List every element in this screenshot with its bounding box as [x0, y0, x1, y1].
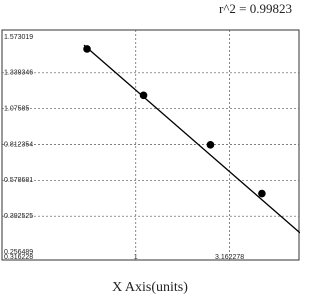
fit-line — [83, 44, 300, 234]
data-point — [206, 141, 215, 149]
data-point — [258, 189, 266, 198]
data-point — [83, 45, 91, 53]
r-squared: r^2 = 0.99823 — [219, 1, 292, 16]
plot-frame — [1, 29, 300, 261]
y-tick-label: 0.256489 — [4, 249, 33, 256]
y-tick-label: 1.573019 — [4, 34, 33, 41]
y-tick-label: 1.07585 — [4, 106, 29, 113]
x-axis-label: X Axis(units) — [112, 280, 188, 295]
x-tick-label: 1 — [134, 254, 138, 261]
x-tick-label: 0.316228 — [4, 254, 33, 261]
x-tick-label: 3.162278 — [215, 254, 244, 261]
chart: r^2 = 0.99823 X Axis(units) 1.5730191.33… — [1, 1, 300, 295]
data-point — [139, 91, 148, 100]
